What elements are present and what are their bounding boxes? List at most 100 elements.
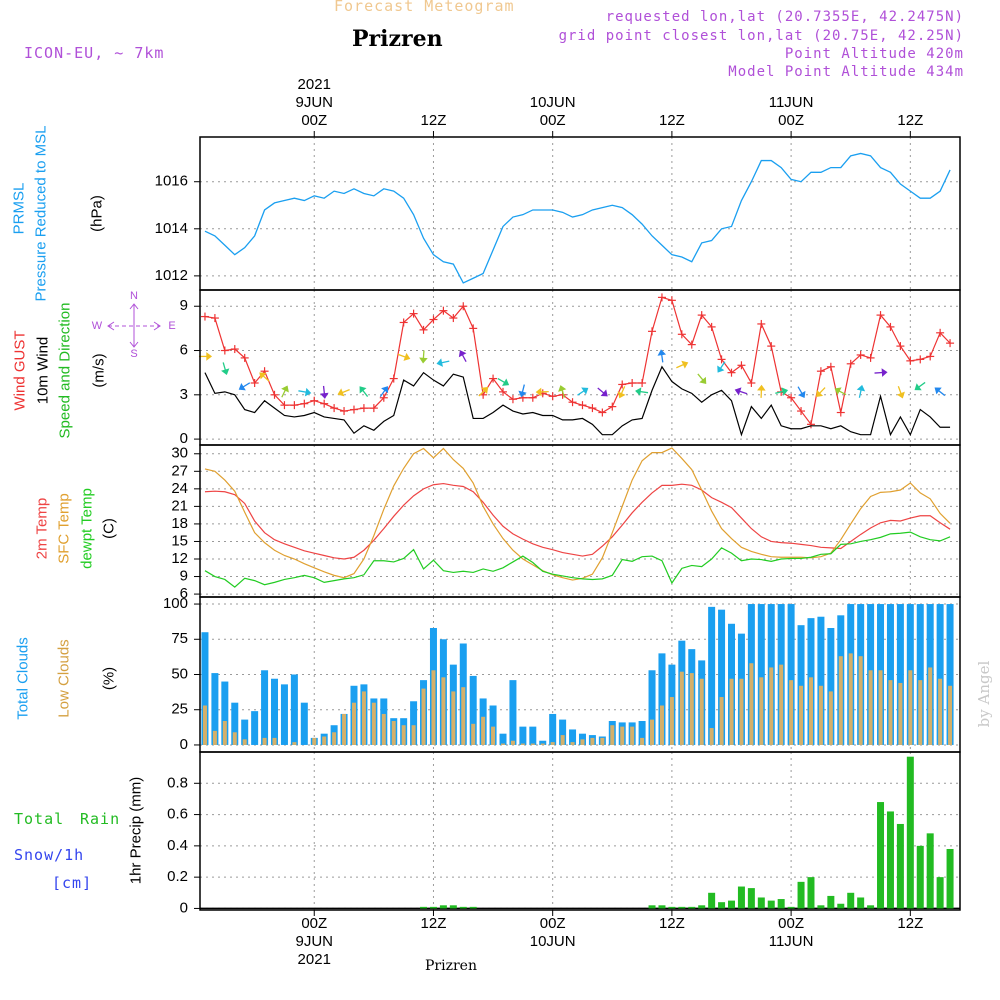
gust-point <box>528 393 537 402</box>
temp-sfc-line <box>204 447 951 581</box>
total-clouds-bar <box>241 719 249 745</box>
wind-direction-arrow <box>320 385 329 399</box>
total-clouds-bar <box>231 702 239 745</box>
gust-point <box>876 311 885 320</box>
requested-coords: requested lon,lat (20.7355E, 42.2475N) <box>605 9 964 25</box>
gust-point <box>429 315 438 324</box>
low-clouds-bar <box>580 739 585 745</box>
precip-bar <box>787 906 795 909</box>
gust-point <box>618 380 627 389</box>
y-tick-label: 1016 <box>155 173 188 190</box>
low-clouds-bar <box>739 678 744 745</box>
low-clouds-bar <box>650 719 655 745</box>
panel-frame <box>199 444 961 598</box>
total-clouds-bar <box>251 711 259 745</box>
precip-bar <box>728 900 736 909</box>
precip-bar <box>867 905 875 909</box>
wind-direction-arrow <box>238 382 251 391</box>
low-clouds-bar <box>828 691 833 745</box>
gust-point <box>787 393 796 402</box>
gust-point <box>866 353 875 362</box>
precip-rain-label: Rain <box>80 810 121 828</box>
wind-direction-arrow <box>676 360 689 369</box>
low-clouds-bar <box>342 713 347 745</box>
total-clouds-bar <box>271 678 279 745</box>
total-clouds-bar <box>261 670 269 745</box>
gust-point <box>628 379 637 387</box>
low-clouds-bar <box>749 663 754 745</box>
precip-bar <box>906 756 914 909</box>
total-clouds-bar <box>648 670 656 745</box>
y-tick-label: 9 <box>180 568 188 585</box>
wind-direction-arrow <box>914 381 926 391</box>
gust-point <box>330 404 339 413</box>
y-tick-label: 0.8 <box>167 774 188 791</box>
panel-frame <box>199 136 961 291</box>
gust-point <box>896 342 905 351</box>
wind-direction-arrow <box>734 387 748 396</box>
wind-direction-arrow <box>497 377 510 386</box>
y-tick-label: 21 <box>171 497 188 514</box>
gust-point <box>419 325 428 334</box>
gust-point <box>389 374 398 383</box>
low-clouds-bar <box>550 742 555 745</box>
time-label-top: 00Z <box>540 112 566 129</box>
time-label-top: 00Z <box>301 112 327 129</box>
low-clouds-bar <box>808 677 813 745</box>
wind-direction-arrow <box>458 350 467 363</box>
low-clouds-bar <box>908 670 913 745</box>
precip-bar <box>658 905 666 909</box>
low-clouds-bar <box>232 732 237 745</box>
precip-bar <box>807 877 815 909</box>
y-tick-label: 30 <box>171 445 188 462</box>
total-clouds-bar <box>201 632 209 745</box>
wind-direction-arrow <box>379 386 389 398</box>
precip-bar <box>797 881 805 909</box>
grid-point-coords: grid point closest lon,lat (20.75E, 42.2… <box>558 28 964 44</box>
gust-point <box>439 306 448 315</box>
precip-bar <box>718 902 726 909</box>
wind-direction-arrow <box>535 387 549 397</box>
low-clouds-bar <box>878 670 883 745</box>
total-clouds-bar <box>221 681 229 745</box>
gust-point <box>856 350 865 359</box>
date-label-top: 11JUN <box>769 94 814 111</box>
time-label-top: 12Z <box>659 112 685 129</box>
y-tick-label: 15 <box>171 532 188 549</box>
precip-bar <box>857 897 865 909</box>
total-clouds-bar <box>211 673 219 745</box>
low-clouds-bar <box>620 726 625 745</box>
low-clouds-bar <box>570 742 575 745</box>
precip-bar <box>449 905 457 909</box>
low-clouds-bar <box>560 735 565 745</box>
precip-bar <box>777 899 785 909</box>
total-clouds-bar <box>827 628 835 745</box>
low-clouds-bar <box>769 667 774 745</box>
low-clouds-bar <box>689 673 694 745</box>
low-clouds-bar <box>451 691 456 745</box>
precip-bar <box>817 905 825 909</box>
total-clouds-bar <box>658 653 666 745</box>
gust-point <box>836 408 845 417</box>
year-label-bottom: 2021 <box>298 951 331 968</box>
low-clouds-bar <box>659 705 664 745</box>
wind-direction-arrow <box>874 368 888 377</box>
temp-2m-line <box>204 482 951 560</box>
y-tick-label: 0.2 <box>167 868 188 885</box>
gust-line <box>204 296 951 426</box>
precip-bar <box>877 802 885 909</box>
low-clouds-bar <box>202 705 207 745</box>
low-clouds-bar <box>481 716 486 745</box>
low-clouds-bar <box>640 737 645 745</box>
total-clouds-bar <box>757 604 765 745</box>
low-clouds-bar <box>818 685 823 745</box>
time-label-bottom: 12Z <box>659 915 685 932</box>
wind-direction-arrow <box>259 372 270 382</box>
wind-direction-arrow <box>397 352 411 361</box>
low-clouds-bar <box>401 725 406 745</box>
wind-direction-arrow <box>934 387 946 397</box>
wind-direction-arrow <box>436 358 450 367</box>
total-clouds-bar <box>916 604 924 745</box>
gust-point <box>409 309 418 318</box>
gust-point <box>767 342 776 351</box>
